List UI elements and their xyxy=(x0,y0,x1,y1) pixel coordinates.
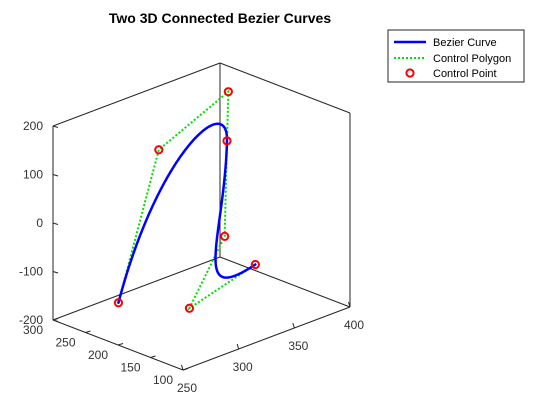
z-tick-mark xyxy=(52,271,59,274)
legend-swatch-control-point xyxy=(405,68,415,78)
y-tick-mark xyxy=(117,343,124,346)
back-floor-edge-y xyxy=(52,256,221,321)
x-tick-label: 250 xyxy=(177,381,197,395)
y-tick-label: 300 xyxy=(23,323,43,337)
z-tick-mark xyxy=(52,319,59,322)
control-point-marker xyxy=(223,87,233,97)
top-back-edge xyxy=(52,62,221,127)
data-layer xyxy=(113,87,260,313)
x-tick-mark xyxy=(236,343,240,350)
control-point-marker xyxy=(222,136,232,146)
top-right-edge xyxy=(219,62,351,114)
control-point-marker xyxy=(113,298,124,308)
legend-label-control-polygon: Control Polygon xyxy=(433,53,511,65)
y-tick-label: 150 xyxy=(120,361,140,375)
x-tick-mark xyxy=(181,364,184,371)
chart-title: Two 3D Connected Bezier Curves xyxy=(109,10,331,26)
y-tick-mark xyxy=(182,368,189,371)
axes-box xyxy=(52,62,351,371)
control-point-marker xyxy=(220,231,230,241)
y-tick-mark xyxy=(85,330,91,333)
z-tick-label: 100 xyxy=(23,168,43,182)
y-tick-mark xyxy=(150,355,156,358)
control-point-marker xyxy=(184,303,195,313)
z-tick-mark xyxy=(52,222,59,225)
z-tick-label: -200 xyxy=(19,313,43,327)
z-tick-label: -100 xyxy=(19,265,43,279)
z-tick-mark xyxy=(52,174,59,177)
axis-x-edge xyxy=(182,306,351,371)
x-tick-label: 300 xyxy=(233,360,253,374)
legend-label-bezier-curve: Bezier Curve xyxy=(433,37,497,49)
x-tick-mark xyxy=(348,301,351,308)
z-tick-mark xyxy=(52,125,59,128)
z-tick-label: 0 xyxy=(36,216,43,230)
control-point-marker xyxy=(154,145,164,155)
y-tick-label: 100 xyxy=(153,373,173,387)
legend-label-control-point: Control Point xyxy=(433,68,497,80)
tick-layer: 250300350400100150200250300-200-10001002… xyxy=(19,119,364,395)
bezier-curve-segment xyxy=(117,122,229,304)
z-tick-label: 200 xyxy=(23,119,43,133)
control-polygon-line xyxy=(117,89,256,312)
x-tick-mark xyxy=(292,322,295,329)
legend-box xyxy=(387,29,525,83)
x-tick-label: 350 xyxy=(288,339,308,353)
bezier-curve-segment xyxy=(214,139,257,279)
y-tick-label: 250 xyxy=(55,336,75,350)
legend: Bezier Curve Control Polygon Control Poi… xyxy=(387,29,525,83)
x-tick-label: 400 xyxy=(344,318,364,332)
control-point-marker xyxy=(250,259,260,270)
back-floor-edge-x xyxy=(219,256,351,308)
y-tick-label: 200 xyxy=(88,348,108,362)
